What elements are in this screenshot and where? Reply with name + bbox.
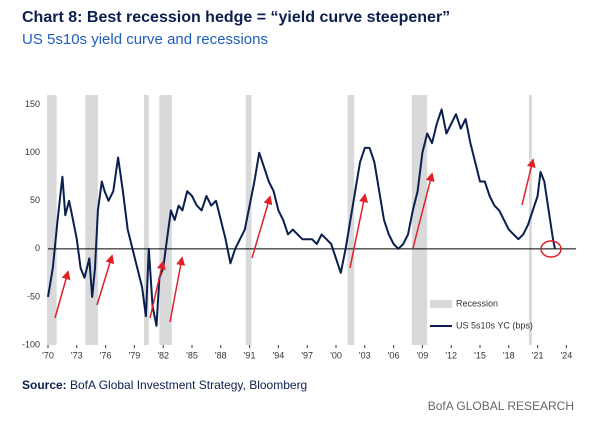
x-tick-label: '73 xyxy=(71,350,83,360)
source: BofA Global Investment Strategy, Bloombe… xyxy=(70,378,307,392)
arrow xyxy=(251,195,273,259)
y-tick-label: -100 xyxy=(22,339,40,349)
legend-label: US 5s10s YC (bps) xyxy=(456,320,533,330)
x-tick-label: '18 xyxy=(503,350,515,360)
y-tick-label: -50 xyxy=(27,291,40,301)
recession-band xyxy=(144,95,149,345)
brand: BofA GLOBAL RESEARCH xyxy=(428,399,574,413)
recession-band xyxy=(85,95,98,345)
x-tick-label: '94 xyxy=(273,350,285,360)
legend-recession-swatch xyxy=(430,300,452,308)
y-tick-label: 100 xyxy=(25,147,40,157)
x-tick-label: '15 xyxy=(474,350,486,360)
recession-band xyxy=(159,95,172,345)
arrow xyxy=(54,270,71,319)
x-tick-label: '70 xyxy=(42,350,54,360)
arrow xyxy=(521,158,536,206)
x-tick-label: '12 xyxy=(445,350,457,360)
x-tick-label: '21 xyxy=(532,350,544,360)
x-tick-label: '09 xyxy=(417,350,429,360)
x-tick-label: '88 xyxy=(215,350,227,360)
x-tick-label: '79 xyxy=(129,350,141,360)
series-line xyxy=(47,108,556,327)
x-tick-label: '03 xyxy=(359,350,371,360)
arrow xyxy=(96,254,115,306)
source-label: Source: xyxy=(22,378,67,392)
y-tick-label: 50 xyxy=(30,195,40,205)
recession-band xyxy=(245,95,252,345)
x-tick-label: '82 xyxy=(157,350,169,360)
x-tick-label: '24 xyxy=(561,350,573,360)
chart-title: Chart 8: Best recession hedge = “yield c… xyxy=(22,9,450,26)
x-tick-label: '06 xyxy=(388,350,400,360)
legend-label: Recession xyxy=(456,298,498,308)
arrows xyxy=(54,158,536,323)
highlight-circle xyxy=(540,240,562,258)
y-tick-label: 0 xyxy=(35,243,40,253)
x-tick-label: '76 xyxy=(100,350,112,360)
arrow xyxy=(149,260,166,319)
arrow xyxy=(169,256,186,323)
y-tick-label: 150 xyxy=(25,99,40,109)
arrow xyxy=(349,193,368,269)
x-tick-label: '97 xyxy=(301,350,313,360)
chart-subtitle: US 5s10s yield curve and recessions xyxy=(22,31,268,48)
recession-band xyxy=(47,95,57,345)
arrow xyxy=(412,172,435,249)
x-tick-label: '00 xyxy=(330,350,342,360)
x-tick-label: '91 xyxy=(244,350,256,360)
x-tick-label: '85 xyxy=(186,350,198,360)
